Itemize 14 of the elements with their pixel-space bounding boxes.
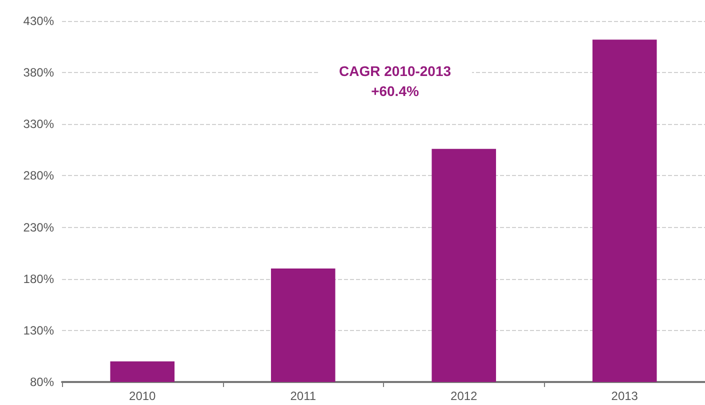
y-tick-label: 280%: [23, 168, 54, 183]
y-tick-label: 230%: [23, 220, 54, 234]
y-tick-label: 330%: [23, 117, 54, 132]
annotation: +60.4%: [371, 83, 420, 99]
y-tick-label: 130%: [23, 323, 54, 338]
y-tick-label: 430%: [23, 14, 54, 28]
y-tick-label: 380%: [23, 66, 54, 80]
x-tick-label: 2013: [611, 389, 638, 403]
y-tick-label: 180%: [23, 272, 54, 286]
x-tick-label: 2011: [290, 389, 316, 403]
y-tick-label: 80%: [30, 375, 54, 389]
x-tick-label: 2012: [450, 389, 478, 403]
annotation: CAGR 2010-2013: [338, 63, 452, 79]
x-tick-label: 2010: [129, 389, 156, 403]
